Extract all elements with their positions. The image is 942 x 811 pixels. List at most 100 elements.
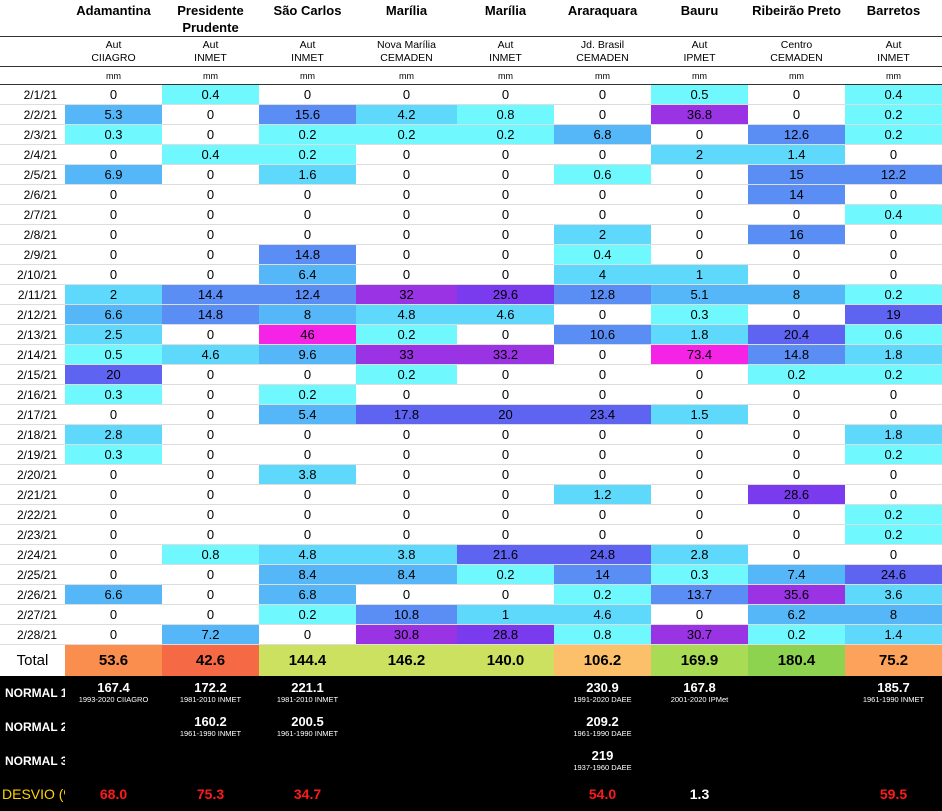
date-cell: 2/23/21 bbox=[0, 524, 65, 545]
rain-cell: 0.6 bbox=[845, 324, 942, 345]
rain-cell: 0.3 bbox=[65, 124, 162, 145]
rain-cell: 1.6 bbox=[259, 164, 356, 185]
rain-cell: 0 bbox=[259, 524, 356, 545]
rain-cell: 0 bbox=[457, 84, 554, 105]
rain-cell: 0 bbox=[457, 424, 554, 445]
normal-label: NORMAL 1 bbox=[0, 675, 65, 710]
normal-cell bbox=[356, 709, 457, 744]
rain-cell: 0 bbox=[554, 84, 651, 105]
rain-cell: 0 bbox=[65, 264, 162, 285]
rain-cell: 14 bbox=[554, 564, 651, 585]
normal-cell: 185.7 1961-1990 INMET bbox=[845, 675, 942, 710]
rain-cell: 0 bbox=[259, 444, 356, 465]
normal-value: 221.1 bbox=[291, 680, 324, 695]
rain-cell: 30.7 bbox=[651, 624, 748, 645]
rain-cell: 0 bbox=[554, 144, 651, 165]
desvio-value: 75.3 bbox=[162, 777, 259, 811]
station-source-cell: Aut IPMET bbox=[651, 36, 748, 67]
normal-row: NORMAL 3 219 1937-1960 DAEE bbox=[0, 743, 942, 778]
desvio-value: 68.0 bbox=[65, 777, 162, 811]
rain-cell: 0 bbox=[65, 224, 162, 245]
station-source-cell: Aut INMET bbox=[457, 36, 554, 67]
rain-cell: 1.8 bbox=[845, 424, 942, 445]
rain-cell: 24.6 bbox=[845, 564, 942, 585]
rain-cell: 2.5 bbox=[65, 324, 162, 345]
desvio-value: 34.7 bbox=[259, 777, 356, 811]
station-name: Adamantina bbox=[76, 3, 151, 18]
rain-cell: 0.5 bbox=[651, 84, 748, 105]
normal-source: 2001-2020 IPMet bbox=[670, 695, 729, 704]
rain-cell: 0 bbox=[162, 384, 259, 405]
date-cell: 2/10/21 bbox=[0, 264, 65, 285]
rain-cell: 0 bbox=[845, 224, 942, 245]
date-cell: 2/15/21 bbox=[0, 364, 65, 385]
rain-cell: 0 bbox=[259, 224, 356, 245]
rain-cell: 0 bbox=[259, 364, 356, 385]
rain-cell: 3.6 bbox=[845, 584, 942, 605]
table-row: 2/3/21 0.3 0 0.2 0.2 0.2 6.8 0 12.6 0.2 bbox=[0, 124, 942, 145]
normal-cell bbox=[65, 709, 162, 744]
normal-source: 1993-2020 CIIAGRO bbox=[78, 695, 149, 704]
rain-cell: 0 bbox=[748, 264, 845, 285]
rain-cell: 0 bbox=[162, 484, 259, 505]
station-source: INMET bbox=[489, 51, 522, 64]
rain-cell: 0 bbox=[259, 424, 356, 445]
station-source: CIIAGRO bbox=[91, 51, 136, 64]
rain-cell: 0.8 bbox=[162, 544, 259, 565]
rain-cell: 0 bbox=[162, 264, 259, 285]
date-cell: 2/17/21 bbox=[0, 404, 65, 425]
rain-cell: 5.4 bbox=[259, 404, 356, 425]
rain-cell: 0 bbox=[162, 404, 259, 425]
rain-cell: 0 bbox=[554, 104, 651, 125]
rain-cell: 21.6 bbox=[457, 544, 554, 565]
rain-cell: 0 bbox=[259, 484, 356, 505]
rain-cell: 0 bbox=[356, 204, 457, 225]
rain-cell: 0 bbox=[554, 204, 651, 225]
rain-cell: 1.5 bbox=[651, 404, 748, 425]
unit-label: mm bbox=[845, 66, 942, 85]
rain-cell: 12.6 bbox=[748, 124, 845, 145]
rain-cell: 0 bbox=[651, 244, 748, 265]
rain-cell: 0 bbox=[845, 544, 942, 565]
rain-cell: 6.2 bbox=[748, 604, 845, 625]
rain-cell: 0 bbox=[845, 384, 942, 405]
normal-cell bbox=[356, 675, 457, 710]
rain-cell: 0 bbox=[356, 424, 457, 445]
rain-cell: 8.4 bbox=[259, 564, 356, 585]
rain-cell: 24.8 bbox=[554, 544, 651, 565]
rain-cell: 0 bbox=[845, 244, 942, 265]
rain-cell: 35.6 bbox=[748, 584, 845, 605]
table-row: 2/7/21 0 0 0 0 0 0 0 0 0.4 bbox=[0, 204, 942, 225]
table-row: 2/11/21 2 14.4 12.4 32 29.6 12.8 5.1 8 0.2 bbox=[0, 284, 942, 305]
rain-cell: 3.8 bbox=[259, 464, 356, 485]
unit-label: mm bbox=[457, 66, 554, 85]
rain-cell: 0 bbox=[356, 464, 457, 485]
rain-cell: 0.4 bbox=[162, 84, 259, 105]
rain-cell: 14.4 bbox=[162, 284, 259, 305]
rain-cell: 13.7 bbox=[651, 584, 748, 605]
rain-cell: 30.8 bbox=[356, 624, 457, 645]
rain-cell: 0.2 bbox=[259, 124, 356, 145]
rain-cell: 0 bbox=[259, 84, 356, 105]
rain-cell: 0 bbox=[259, 184, 356, 205]
rain-cell: 0 bbox=[554, 464, 651, 485]
desvio-value: 1.3 bbox=[651, 777, 748, 811]
station-source: INMET bbox=[291, 51, 324, 64]
rain-cell: 19 bbox=[845, 304, 942, 325]
rain-cell: 0 bbox=[259, 624, 356, 645]
rain-cell: 2 bbox=[554, 224, 651, 245]
rain-cell: 0.3 bbox=[65, 444, 162, 465]
normal-cell: 172.2 1981-2010 INMET bbox=[162, 675, 259, 710]
header-source-row: Aut CIIAGRO Aut INMET Aut INMET Nova Marília CE… bbox=[0, 36, 942, 67]
normal-cell: 221.1 1981-2010 INMET bbox=[259, 675, 356, 710]
rain-cell: 0 bbox=[356, 524, 457, 545]
rain-cell: 0.2 bbox=[845, 124, 942, 145]
rain-cell: 0 bbox=[162, 104, 259, 125]
rain-cell: 0 bbox=[65, 144, 162, 165]
station-source: CEMADEN bbox=[380, 51, 433, 64]
normal-cell: 230.9 1991-2020 DAEE bbox=[554, 675, 651, 710]
rain-cell: 0 bbox=[457, 244, 554, 265]
rain-cell: 0 bbox=[65, 484, 162, 505]
rain-cell: 0 bbox=[845, 144, 942, 165]
